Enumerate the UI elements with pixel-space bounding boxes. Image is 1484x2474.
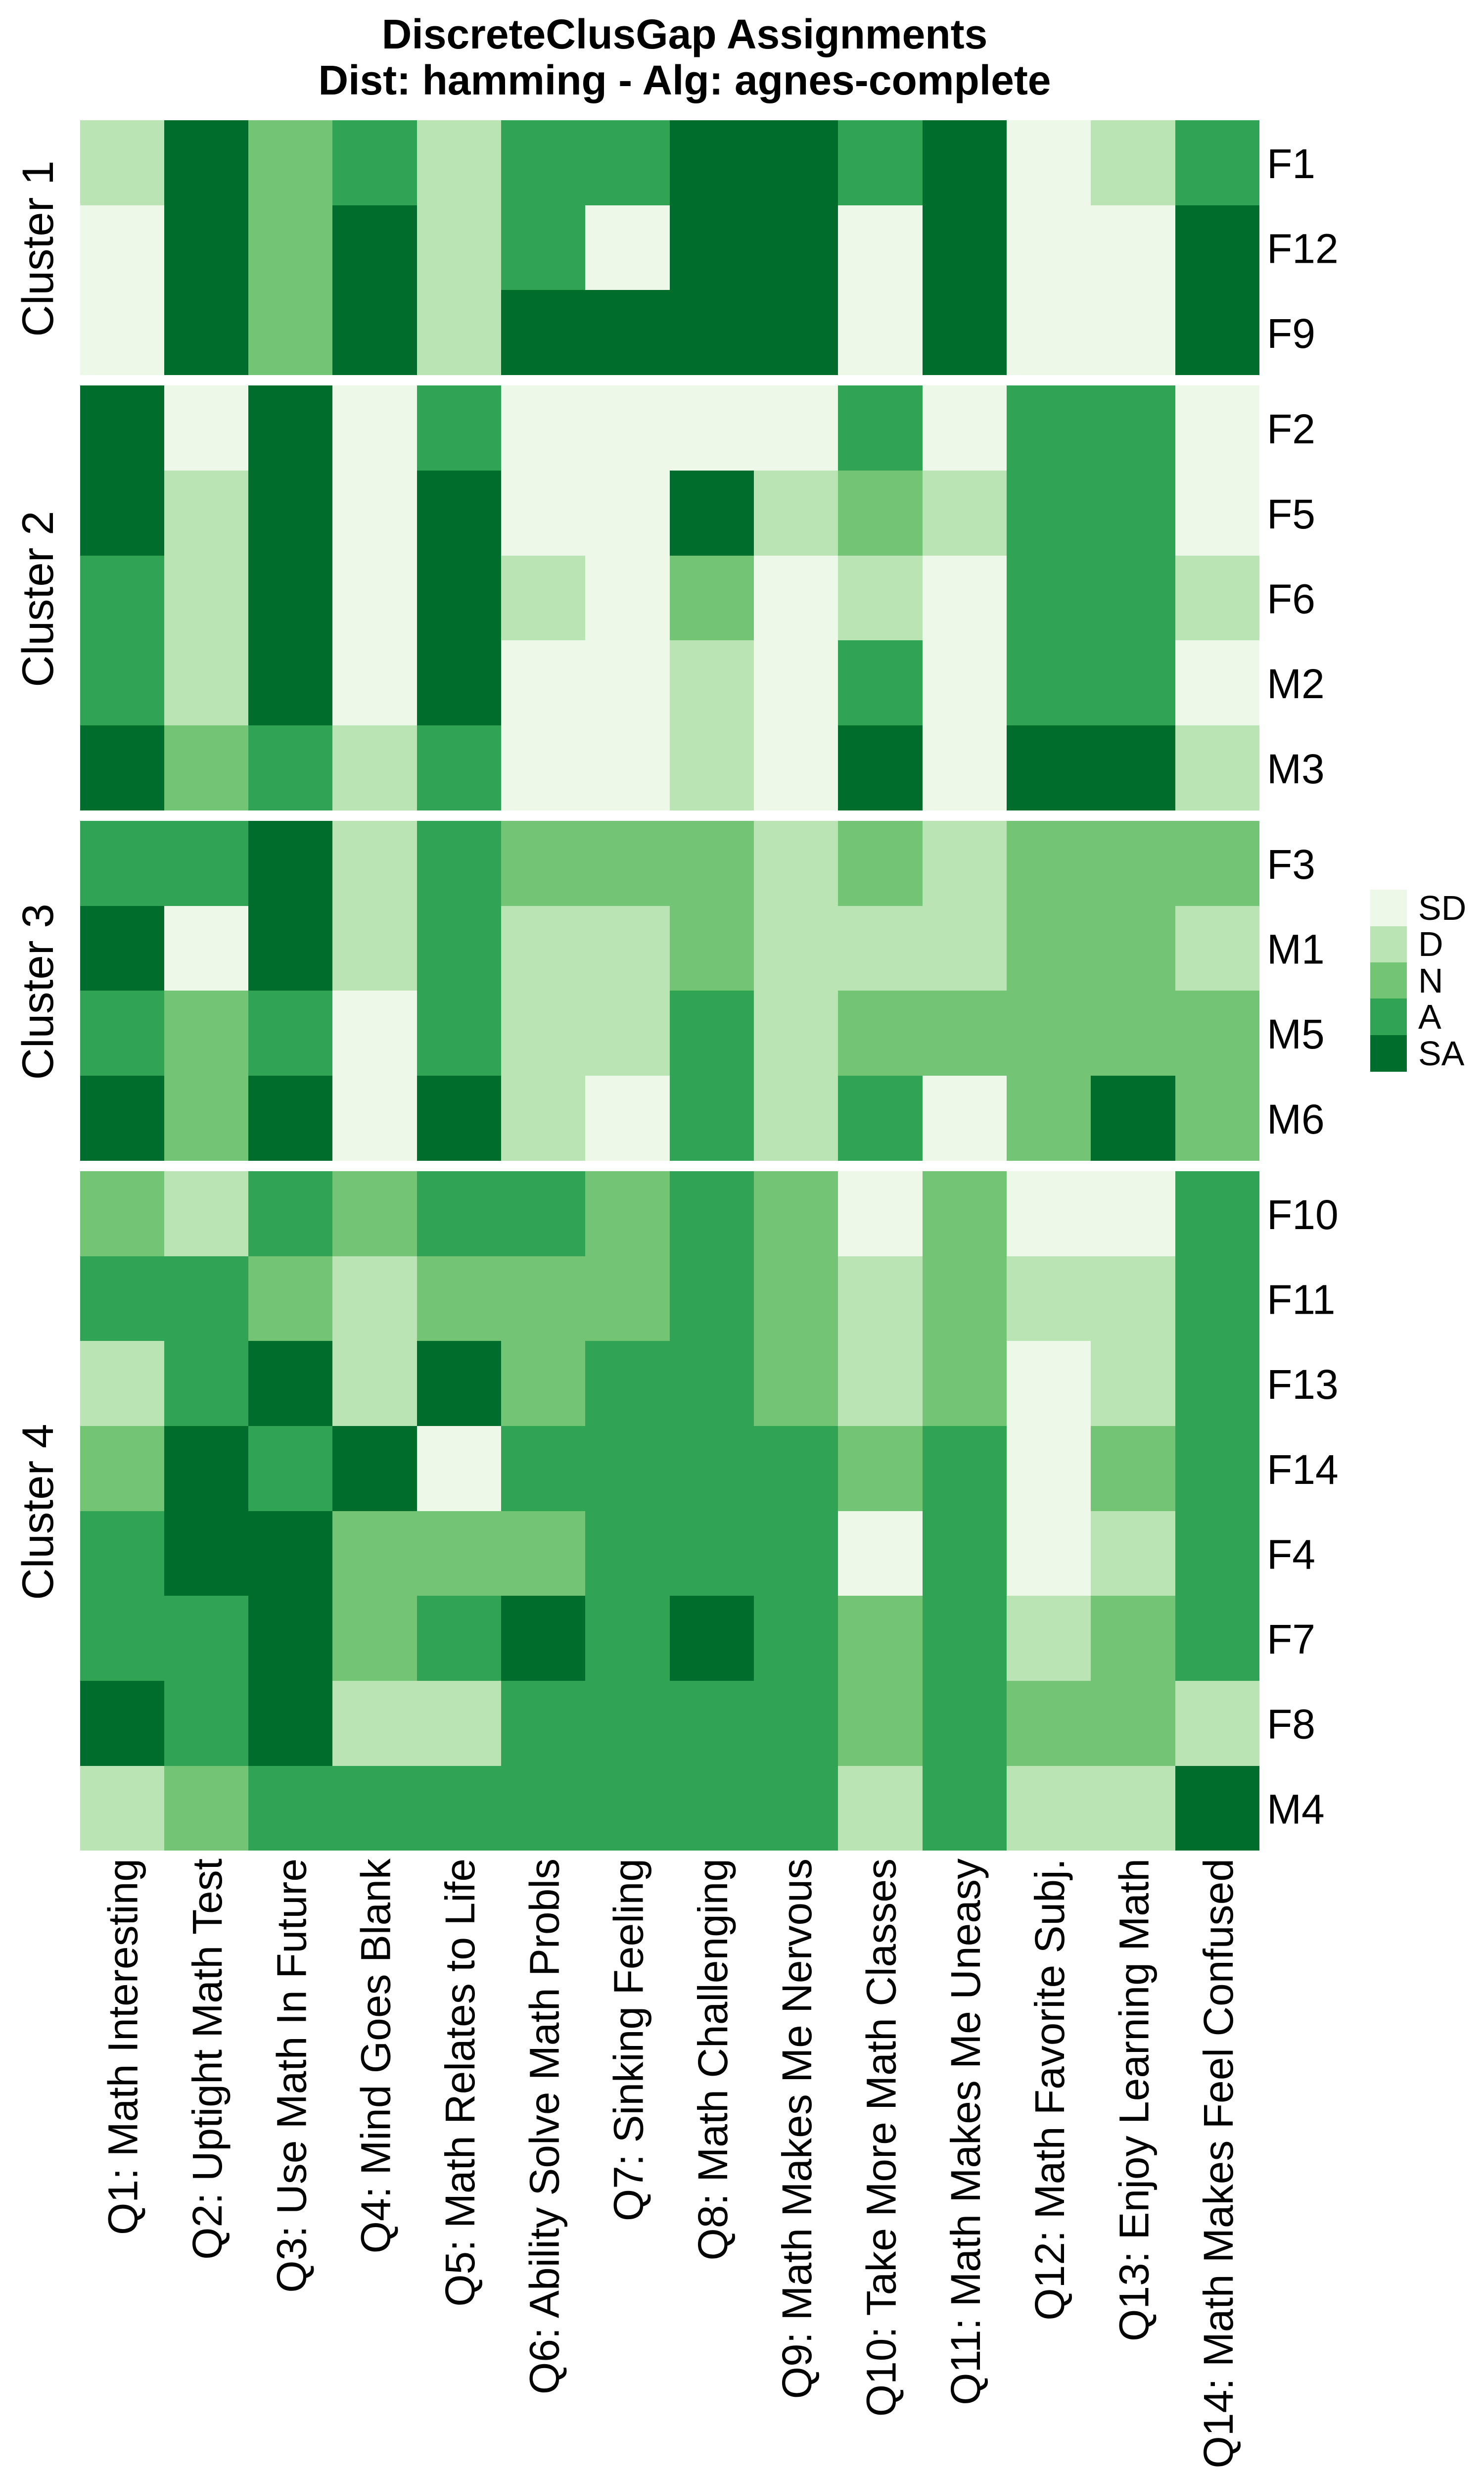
svg-text:Cluster 4: Cluster 4: [13, 1424, 62, 1600]
svg-text:Cluster 2: Cluster 2: [13, 511, 62, 687]
svg-text:F11: F11: [1267, 1277, 1336, 1323]
svg-text:Q7: Sinking Feeling: Q7: Sinking Feeling: [605, 1858, 652, 2221]
svg-text:F10: F10: [1267, 1191, 1339, 1238]
svg-text:Q9: Math Makes Me Nervous: Q9: Math Makes Me Nervous: [774, 1858, 820, 2399]
svg-text:Q13: Enjoy Learning Math: Q13: Enjoy Learning Math: [1111, 1858, 1158, 2341]
svg-text:F9: F9: [1267, 310, 1315, 357]
svg-text:Dist: hamming - Alg: agnes-com: Dist: hamming - Alg: agnes-complete: [318, 57, 1051, 103]
svg-text:M6: M6: [1267, 1096, 1325, 1142]
svg-text:DiscreteClusGap Assignments: DiscreteClusGap Assignments: [382, 11, 988, 57]
svg-text:M5: M5: [1267, 1011, 1325, 1057]
svg-text:Q3: Use Math In Future: Q3: Use Math In Future: [268, 1858, 315, 2293]
svg-text:Q2: Uptight Math Test: Q2: Uptight Math Test: [184, 1858, 231, 2260]
svg-text:F12: F12: [1267, 226, 1339, 272]
svg-text:F1: F1: [1267, 141, 1315, 187]
svg-text:F8: F8: [1267, 1701, 1315, 1748]
svg-text:F6: F6: [1267, 576, 1315, 622]
svg-text:Q6: Ability Solve Math Probls: Q6: Ability Solve Math Probls: [521, 1858, 567, 2394]
svg-text:M3: M3: [1267, 746, 1325, 792]
svg-text:F14: F14: [1267, 1446, 1339, 1493]
svg-text:Q4: Mind Goes Blank: Q4: Mind Goes Blank: [353, 1858, 399, 2253]
svg-text:M2: M2: [1267, 661, 1325, 707]
svg-text:M1: M1: [1267, 926, 1325, 973]
svg-text:Q14: Math Makes Feel Confused: Q14: Math Makes Feel Confused: [1195, 1858, 1242, 2469]
svg-text:Cluster 1: Cluster 1: [13, 160, 62, 336]
svg-text:F2: F2: [1267, 406, 1315, 452]
svg-text:Q12: Math Favorite Subj.: Q12: Math Favorite Subj.: [1026, 1858, 1073, 2321]
svg-text:Q5: Math Relates to Life: Q5: Math Relates to Life: [437, 1858, 483, 2307]
svg-text:Cluster 3: Cluster 3: [13, 904, 62, 1080]
svg-text:N: N: [1418, 961, 1443, 1000]
svg-text:F7: F7: [1267, 1616, 1315, 1663]
svg-text:F5: F5: [1267, 491, 1315, 537]
svg-text:F4: F4: [1267, 1531, 1315, 1577]
svg-text:SD: SD: [1418, 889, 1466, 927]
svg-text:A: A: [1418, 998, 1441, 1036]
svg-text:Q11: Math Makes Me Uneasy: Q11: Math Makes Me Uneasy: [942, 1858, 989, 2405]
svg-text:M4: M4: [1267, 1786, 1325, 1832]
svg-text:Q10: Take More Math Classes: Q10: Take More Math Classes: [858, 1858, 905, 2417]
svg-text:F13: F13: [1267, 1361, 1339, 1408]
svg-text:D: D: [1418, 925, 1443, 963]
svg-text:Q8: Math Challenging: Q8: Math Challenging: [690, 1858, 736, 2260]
svg-text:F3: F3: [1267, 841, 1315, 888]
svg-text:SA: SA: [1418, 1034, 1465, 1073]
svg-text:Q1: Math Interesting: Q1: Math Interesting: [100, 1858, 146, 2235]
